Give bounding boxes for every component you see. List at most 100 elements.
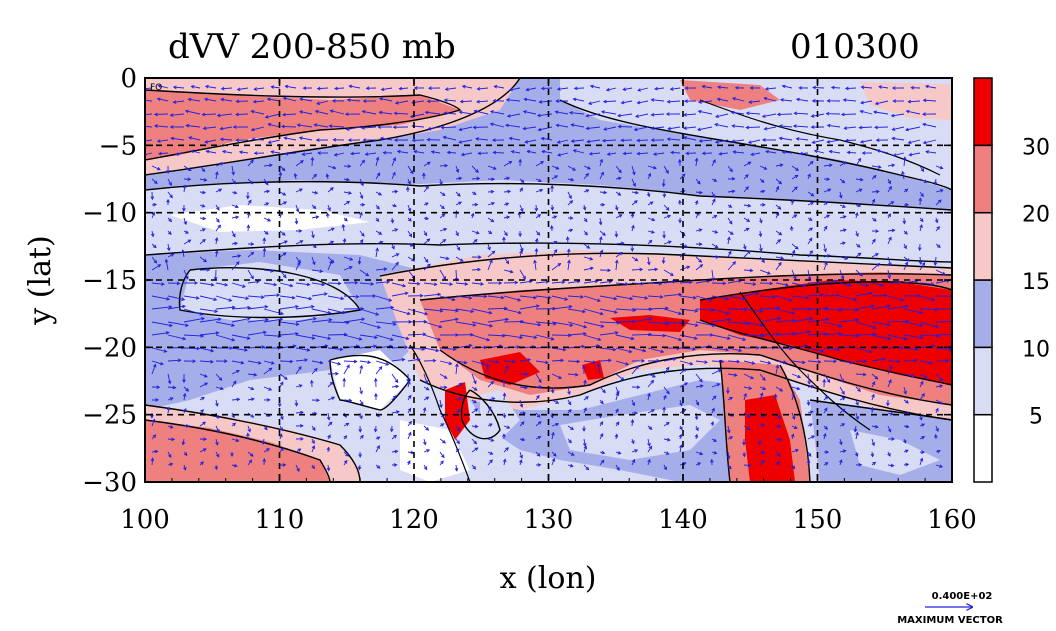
- wind-vector-head: [802, 283, 807, 288]
- wind-vector-head: [375, 218, 380, 223]
- wind-vector: [265, 113, 281, 118]
- wind-vector-head: [470, 212, 475, 217]
- wind-vector: [151, 282, 165, 285]
- wind-vector: [253, 100, 265, 103]
- wind-vector: [151, 419, 155, 427]
- wind-vector-head: [294, 220, 299, 225]
- wind-vector: [934, 178, 937, 185]
- wind-vector: [551, 281, 565, 284]
- wind-vector-head: [606, 152, 611, 156]
- wind-vector-head: [250, 397, 255, 402]
- wind-vector-head: [617, 176, 622, 181]
- wind-vector-head: [313, 317, 317, 321]
- wind-vector-head: [648, 445, 653, 450]
- wind-vector-head: [910, 85, 915, 90]
- wind-vector: [667, 138, 681, 141]
- wind-vector: [919, 373, 928, 379]
- wind-vector: [878, 86, 889, 89]
- wind-vector-head: [299, 97, 304, 102]
- wind-vector-head: [500, 295, 505, 300]
- wind-vector: [919, 224, 923, 232]
- wind-vector: [647, 295, 663, 298]
- wind-vector-head: [341, 223, 346, 228]
- wind-vector-head: [519, 249, 523, 254]
- wind-vector-head: [888, 379, 892, 384]
- wind-vector-head: [822, 378, 827, 383]
- wind-vector-head: [615, 421, 620, 426]
- wind-vector-head: [689, 361, 694, 366]
- wind-vector-head: [887, 180, 891, 185]
- wind-vector-head: [250, 414, 255, 418]
- wind-vector-head: [217, 224, 222, 229]
- wind-vector-head: [618, 251, 623, 256]
- wind-vector: [445, 87, 457, 90]
- wind-vector-head: [538, 178, 542, 183]
- wind-vector-head: [763, 166, 768, 170]
- wind-vector-head: [761, 460, 765, 464]
- wind-vector-head: [492, 150, 497, 155]
- wind-vector: [205, 85, 217, 89]
- wind-vector-head: [810, 114, 815, 118]
- wind-vector-head: [842, 98, 847, 102]
- wind-vector-head: [875, 253, 879, 257]
- contour-line: [145, 180, 952, 211]
- wind-vector: [759, 317, 781, 323]
- wind-vector-head: [330, 187, 334, 191]
- wind-vector-head: [913, 358, 918, 363]
- wind-vector-head: [825, 111, 830, 116]
- wind-vector-head: [327, 207, 331, 212]
- wind-vector-head: [567, 259, 571, 264]
- wind-vector-head: [582, 428, 586, 432]
- wind-vector: [471, 321, 493, 327]
- wind-vector: [455, 191, 461, 197]
- wind-vector-head: [874, 424, 879, 429]
- wind-vector-head: [214, 466, 219, 471]
- wind-vector-head: [758, 233, 763, 238]
- wind-vector: [342, 224, 345, 232]
- wind-vector: [247, 306, 268, 310]
- wind-vector: [279, 373, 288, 380]
- wind-vector-head: [250, 242, 255, 246]
- wind-vector-head: [248, 459, 253, 464]
- wind-vector-head: [169, 425, 174, 429]
- wind-vector-head: [920, 193, 924, 198]
- wind-vector: [791, 412, 795, 420]
- wind-vector: [471, 447, 478, 453]
- wind-vector: [567, 308, 586, 313]
- wind-vector-head: [423, 232, 428, 237]
- wind-vector: [597, 363, 601, 375]
- wind-vector-head: [359, 239, 364, 243]
- wind-vector: [170, 113, 185, 116]
- wind-vector-head: [460, 152, 465, 157]
- wind-vector: [391, 373, 399, 383]
- wind-vector-head: [519, 459, 523, 464]
- wind-vector: [860, 100, 873, 104]
- wind-vector-head: [378, 192, 383, 196]
- wind-vector: [743, 292, 759, 297]
- wind-vector: [615, 252, 623, 258]
- wind-vector-head: [242, 284, 246, 288]
- wind-vector: [395, 100, 409, 104]
- wind-vector-head: [505, 317, 510, 322]
- wind-vector: [583, 173, 589, 180]
- wind-vector-head: [639, 267, 644, 272]
- wind-vector: [637, 139, 649, 142]
- wind-vector: [727, 425, 730, 433]
- wind-vector: [247, 251, 254, 258]
- wind-vector-head: [939, 165, 944, 170]
- wind-vector-head: [348, 191, 352, 195]
- wind-vector: [231, 178, 236, 185]
- wind-vector-head: [731, 139, 736, 143]
- wind-vector: [807, 269, 811, 280]
- wind-vector: [503, 295, 521, 301]
- wind-vector-head: [456, 409, 461, 413]
- wind-vector-head: [168, 182, 172, 186]
- wind-vector-head: [553, 248, 558, 253]
- wind-vector: [634, 126, 649, 131]
- wind-vector: [358, 256, 361, 264]
- wind-vector-head: [726, 455, 731, 460]
- wind-vector-head: [731, 189, 736, 194]
- wind-vector-head: [841, 179, 846, 184]
- wind-vector: [359, 365, 363, 375]
- wind-vector: [167, 253, 174, 258]
